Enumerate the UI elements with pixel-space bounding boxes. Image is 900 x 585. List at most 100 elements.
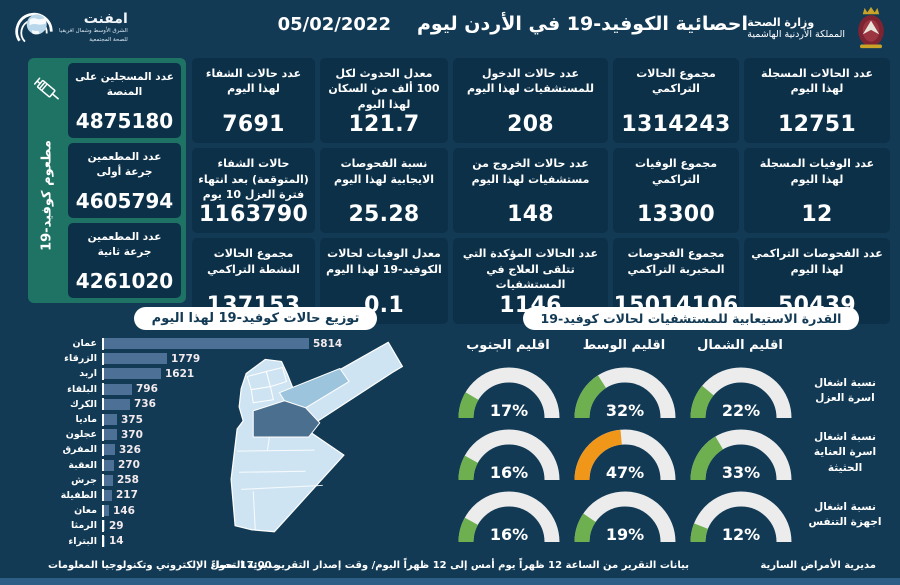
gauges-title: القدرة الاستيعابية للمستشفيات لحالات كوف…	[522, 307, 860, 330]
org-logo: امفنت الشرق الأوسط وشمال افريقيا للصحة ا…	[14, 7, 128, 49]
bar	[104, 338, 309, 350]
vaccination-stat-label: عدد المطعمين جرعة أولى	[87, 151, 162, 179]
bar-value: 736	[134, 398, 156, 411]
distribution-panel: توزيع حالات كوفيد-19 لهذا اليوم عمان 5814…	[28, 307, 483, 549]
gauge-row-label: نسبة اشغال اجهزة التنفس	[808, 500, 882, 528]
bar-row: الرمثا 29	[28, 518, 368, 533]
stat-value: 208	[507, 112, 554, 138]
bar-value: 14	[109, 535, 124, 548]
stat-label: عدد حالات الخروج من مستشفيات لهذا اليوم	[471, 157, 590, 186]
gauge: 12%	[684, 484, 796, 546]
bar-row: الزرقاء 1779	[28, 351, 368, 366]
stat-card: مجموع الحالات التراكمي 1314243	[613, 58, 739, 144]
gauge: 19%	[568, 484, 680, 546]
gauge-row-label: نسبة اشغال اسرة العناية الحثيثة	[813, 431, 877, 474]
org-name: امفنت	[83, 11, 128, 28]
stat-label: مجموع الحالات التراكمي	[636, 67, 716, 96]
bar-axis-tick	[102, 428, 104, 441]
gauge: 17%	[452, 360, 564, 422]
gauge-column-header: اقليم الوسط	[582, 338, 666, 353]
bar-axis-tick	[102, 352, 104, 365]
bar-category-label: عمان	[72, 338, 97, 350]
bar-axis-tick	[102, 337, 104, 350]
ministry-name: وزارة الصحة	[747, 16, 815, 29]
jordan-crest-icon	[858, 6, 884, 49]
stat-card: عدد حالات الدخول للمستشفيات لهذا اليوم 20…	[453, 58, 608, 144]
bar-category-label: الطفيلة	[60, 489, 97, 501]
stat-value: 12	[801, 202, 833, 228]
bar-row: عمان 5814	[28, 336, 368, 351]
bar-row: الطفيلة 217	[28, 488, 368, 503]
stat-label: حالات الشفاء (المتوقعة) بعد انتهاء فترة …	[198, 157, 309, 201]
gauge-column-header: اقليم الشمال	[697, 338, 783, 353]
bar-value: 5814	[313, 337, 343, 350]
bar-row: ماديا 375	[28, 412, 368, 427]
bar-category-label: الرمثا	[70, 520, 97, 532]
stat-label: عدد حالات الشفاء لهذا اليوم	[205, 67, 302, 96]
stat-label: معدل الحدوث لكل 100 ألف من السكان لهذا ا…	[328, 67, 440, 111]
bar-axis-tick	[102, 504, 104, 517]
bar	[104, 459, 114, 471]
jordan-map	[230, 341, 403, 533]
ministry-country: المملكة الأردنية الهاشمية	[747, 29, 845, 40]
bar-category-label: جرش	[71, 474, 97, 486]
stat-value: 148	[507, 202, 554, 228]
stat-value: 25.28	[348, 202, 420, 228]
stat-value: 121.7	[348, 112, 420, 138]
bar-axis-tick	[102, 474, 104, 487]
bar-value: 270	[118, 459, 140, 472]
bar-value: 326	[119, 443, 141, 456]
bar-category-label: الزرقاء	[64, 353, 97, 365]
vaccination-stat-value: 4875180	[75, 109, 174, 133]
stat-label: مجموع الحالات النشطة التراكمي	[207, 247, 300, 276]
vaccination-stat-label: عدد المسجلين على المنصة	[75, 71, 174, 99]
vaccination-boxes: عدد المسجلين على المنصة 4875180 عدد المطعم…	[68, 63, 181, 298]
stat-card: حالات الشفاء (المتوقعة) بعد انتهاء فترة …	[192, 148, 315, 234]
bar-value: 258	[117, 474, 139, 487]
bar-axis-tick	[102, 383, 104, 396]
page-title: احصائية الكوفيد-19 في الأردن ليوم	[416, 13, 748, 35]
svg-text:17%: 17%	[490, 401, 528, 420]
bar-chart-title: توزيع حالات كوفيد-19 لهذا اليوم	[133, 307, 378, 330]
svg-text:32%: 32%	[606, 401, 644, 420]
bar-value: 796	[136, 383, 158, 396]
header-title-group: احصائية الكوفيد-19 في الأردن ليوم 05/02/…	[278, 13, 748, 35]
bar-row: اربد 1621	[28, 366, 368, 381]
bar	[104, 489, 112, 501]
svg-text:12%: 12%	[722, 525, 760, 544]
gauge: 22%	[684, 360, 796, 422]
svg-text:33%: 33%	[722, 463, 760, 482]
bar-axis-tick	[102, 519, 104, 532]
bar-category-label: معان	[74, 505, 97, 517]
vaccination-side-label: مطعوم كوفيد-19	[39, 140, 55, 251]
footer-report-note: بيانات التقرير من الساعة 12 ظهراً يوم أم…	[211, 560, 689, 571]
footer-directorate-it: مديرية التحول الإلكتروني وتكنولوجيا المع…	[48, 560, 280, 571]
stat-label: عدد الحالات المؤكدة التي تتلقى العلاج في…	[462, 247, 599, 292]
bar-value: 1621	[165, 367, 195, 380]
stat-label: عدد الحالات المسجلة لهذا اليوم	[761, 67, 873, 96]
bar-category-label: البلقاء	[67, 383, 97, 395]
bar-category-label: العقبة	[68, 459, 97, 471]
gauge-row-label: نسبة اشغال اسرة العزل	[814, 376, 876, 404]
bar-value: 29	[109, 519, 124, 532]
bar-value: 375	[121, 413, 143, 426]
stat-label: عدد الفحوصات التراكمي لهذا اليوم	[751, 247, 883, 276]
bar-category-label: عجلون	[65, 429, 97, 441]
bar-row: عجلون 370	[28, 427, 368, 442]
stat-label: نسبة الفحوصات الايجابية لهذا اليوم	[334, 157, 434, 186]
stat-card: عدد الوفيات المسجلة لهذا اليوم 12	[744, 148, 890, 234]
gauges-grid: اقليم الشمال اقليم الوسط اقليم الجنوب نسبة …	[458, 338, 890, 546]
stat-value: 1163790	[198, 202, 309, 228]
bar-axis-tick	[102, 398, 104, 411]
vaccination-stat-box: عدد المطعمين جرعة ثانية 4261020	[68, 223, 181, 298]
stat-card: نسبة الفحوصات الايجابية لهذا اليوم 25.28	[320, 148, 448, 234]
bar-row: البلقاء 796	[28, 382, 368, 397]
stat-label: معدل الوفيات لحالات الكوفيد-19 لهذا اليو…	[326, 247, 442, 276]
bar-axis-tick	[102, 535, 104, 548]
bar-row: المفرق 326	[28, 442, 368, 457]
gauge: 47%	[568, 422, 680, 484]
stat-value: 1314243	[621, 112, 731, 138]
bottom-divider	[0, 578, 900, 585]
bar-chart: عمان 5814 الزرقاء 1779 اربد 1621 البلقاء 796 الك…	[28, 336, 368, 549]
bar-category-label: اربد	[79, 368, 97, 380]
